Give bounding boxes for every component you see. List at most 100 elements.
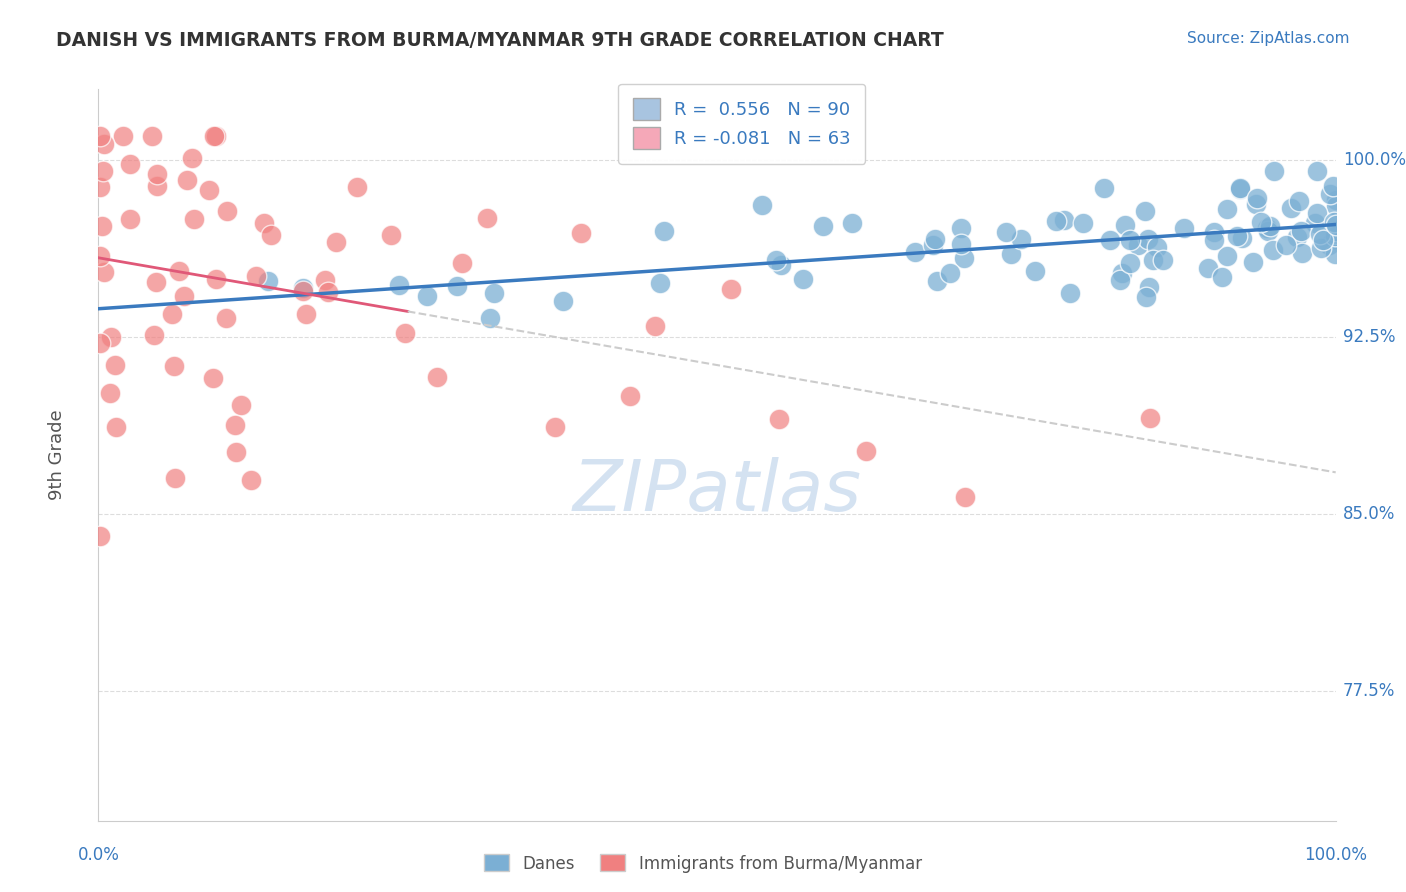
Point bbox=[93, 136, 115, 151]
Point bbox=[751, 197, 773, 211]
Point bbox=[167, 263, 190, 277]
Point bbox=[904, 245, 927, 260]
Text: 0.0%: 0.0% bbox=[77, 846, 120, 863]
Point bbox=[1202, 233, 1225, 247]
Point bbox=[650, 276, 672, 290]
Point bbox=[477, 211, 499, 226]
Point bbox=[1323, 246, 1346, 260]
Point bbox=[388, 277, 411, 292]
Point bbox=[938, 267, 960, 281]
Point bbox=[925, 274, 948, 288]
Text: 77.5%: 77.5% bbox=[1343, 681, 1395, 700]
Point bbox=[652, 224, 675, 238]
Point bbox=[1279, 201, 1302, 215]
Text: 85.0%: 85.0% bbox=[1343, 505, 1395, 523]
Point bbox=[950, 236, 973, 251]
Point bbox=[183, 212, 205, 227]
Point bbox=[90, 219, 112, 234]
Point bbox=[484, 286, 506, 301]
Point bbox=[1291, 246, 1313, 260]
Point bbox=[180, 151, 202, 165]
Point bbox=[104, 358, 127, 372]
Point bbox=[1286, 229, 1309, 244]
Point bbox=[146, 178, 169, 193]
Point bbox=[173, 289, 195, 303]
Point bbox=[1229, 182, 1251, 196]
Point bbox=[202, 129, 225, 144]
Point bbox=[644, 319, 666, 334]
Point bbox=[841, 216, 863, 230]
Point bbox=[292, 280, 315, 294]
Point bbox=[1306, 206, 1329, 220]
Point bbox=[1317, 238, 1340, 252]
Point bbox=[768, 412, 790, 426]
Point bbox=[952, 252, 974, 266]
Point bbox=[1053, 213, 1076, 227]
Point bbox=[316, 285, 339, 299]
Point bbox=[994, 225, 1017, 239]
Point bbox=[291, 284, 314, 298]
Point bbox=[569, 226, 592, 240]
Point bbox=[426, 370, 449, 384]
Point bbox=[146, 167, 169, 181]
Point bbox=[163, 359, 186, 373]
Point bbox=[1111, 267, 1133, 281]
Point bbox=[202, 370, 225, 384]
Point bbox=[89, 529, 111, 543]
Point bbox=[1135, 290, 1157, 304]
Point bbox=[1137, 232, 1160, 246]
Point bbox=[720, 282, 742, 296]
Point bbox=[89, 336, 111, 351]
Legend: Danes, Immigrants from Burma/Myanmar: Danes, Immigrants from Burma/Myanmar bbox=[478, 847, 928, 880]
Point bbox=[811, 219, 834, 233]
Point bbox=[1099, 233, 1122, 247]
Point bbox=[1197, 260, 1219, 275]
Point bbox=[1263, 163, 1285, 178]
Point bbox=[1241, 255, 1264, 269]
Point bbox=[224, 418, 246, 433]
Point bbox=[1024, 264, 1046, 278]
Point bbox=[1261, 243, 1284, 257]
Point bbox=[120, 212, 142, 227]
Point bbox=[225, 445, 247, 459]
Point bbox=[380, 228, 402, 243]
Point bbox=[314, 273, 336, 287]
Point bbox=[141, 129, 163, 144]
Point bbox=[416, 289, 439, 303]
Point bbox=[260, 227, 283, 242]
Point bbox=[1324, 193, 1347, 207]
Point bbox=[1306, 164, 1329, 178]
Point bbox=[544, 420, 567, 434]
Point bbox=[1324, 199, 1347, 213]
Point bbox=[1059, 285, 1081, 300]
Text: 9th Grade: 9th Grade bbox=[48, 409, 66, 500]
Point bbox=[1323, 232, 1346, 246]
Point bbox=[1109, 273, 1132, 287]
Point bbox=[165, 470, 187, 484]
Point bbox=[229, 398, 252, 412]
Point bbox=[1000, 246, 1022, 260]
Point bbox=[93, 265, 115, 279]
Text: 92.5%: 92.5% bbox=[1343, 328, 1395, 346]
Point bbox=[478, 310, 501, 325]
Legend: R =  0.556   N = 90, R = -0.081   N = 63: R = 0.556 N = 90, R = -0.081 N = 63 bbox=[619, 84, 865, 164]
Point bbox=[1289, 224, 1312, 238]
Point bbox=[950, 221, 973, 235]
Point bbox=[89, 129, 111, 144]
Point bbox=[145, 275, 167, 289]
Point bbox=[765, 252, 787, 267]
Point bbox=[1045, 214, 1067, 228]
Text: DANISH VS IMMIGRANTS FROM BURMA/MYANMAR 9TH GRADE CORRELATION CHART: DANISH VS IMMIGRANTS FROM BURMA/MYANMAR … bbox=[56, 31, 943, 50]
Point bbox=[253, 216, 276, 230]
Point bbox=[1324, 228, 1347, 243]
Point bbox=[1322, 179, 1344, 194]
Point bbox=[1323, 215, 1346, 229]
Point bbox=[553, 293, 575, 308]
Point bbox=[239, 473, 262, 487]
Point bbox=[1229, 181, 1251, 195]
Point bbox=[198, 183, 221, 197]
Point bbox=[120, 157, 142, 171]
Point bbox=[1211, 270, 1233, 285]
Point bbox=[1310, 241, 1333, 255]
Point bbox=[1303, 217, 1326, 231]
